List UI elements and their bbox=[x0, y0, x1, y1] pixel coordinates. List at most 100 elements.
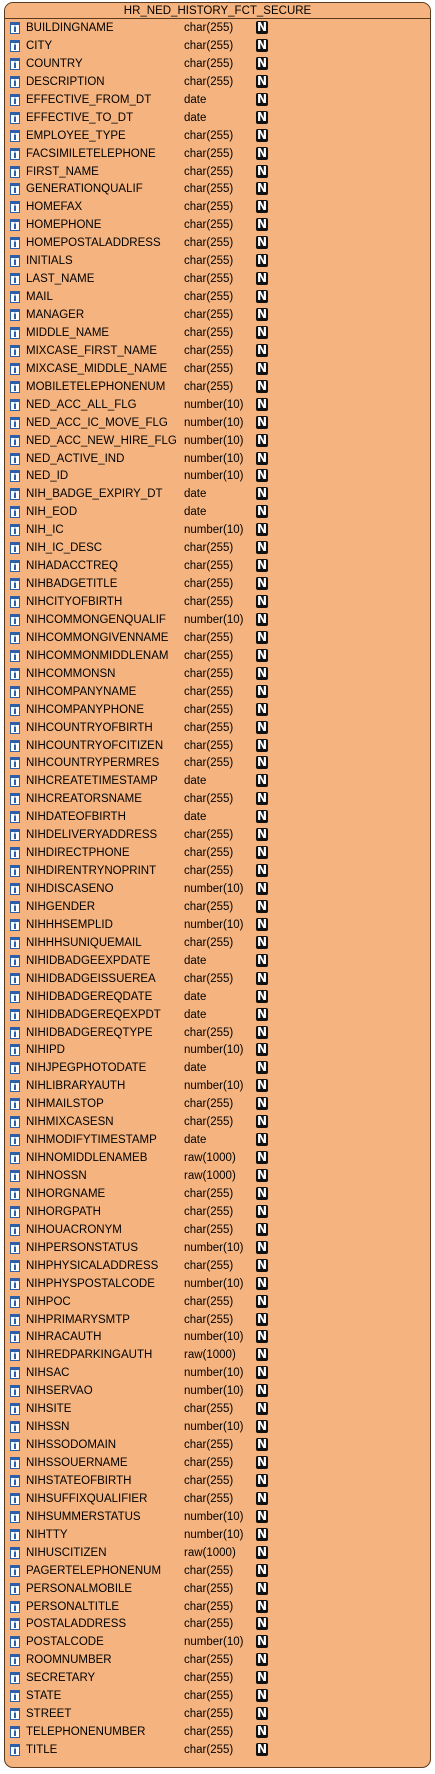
column-row[interactable]: NIHSTATEOFBIRTH char(255) N bbox=[5, 1472, 430, 1490]
column-field-icon bbox=[10, 936, 20, 949]
column-row[interactable]: NIHOUACRONYM char(255) N bbox=[5, 1221, 430, 1239]
column-row[interactable]: POSTALADDRESS char(255) N bbox=[5, 1615, 430, 1633]
column-row[interactable]: NED_ACC_ALL_FLG number(10) N bbox=[5, 396, 430, 414]
column-row[interactable]: MIXCASE_MIDDLE_NAME char(255) N bbox=[5, 360, 430, 378]
column-row[interactable]: NED_ACC_NEW_HIRE_FLG number(10) N bbox=[5, 432, 430, 450]
column-row[interactable]: NED_ACTIVE_IND number(10) N bbox=[5, 450, 430, 468]
column-row[interactable]: EMPLOYEE_TYPE char(255) N bbox=[5, 127, 430, 145]
column-row[interactable]: NIHNOSSN raw(1000) N bbox=[5, 1167, 430, 1185]
column-row[interactable]: NIHCREATETIMESTAMP date N bbox=[5, 772, 430, 790]
column-row[interactable]: LAST_NAME char(255) N bbox=[5, 270, 430, 288]
column-row[interactable]: NIHDIRECTPHONE char(255) N bbox=[5, 844, 430, 862]
column-row[interactable]: NIHJPEGPHOTODATE date N bbox=[5, 1059, 430, 1077]
column-row[interactable]: NIHIDBADGEREQDATE date N bbox=[5, 988, 430, 1006]
column-row[interactable]: NIHCITYOFBIRTH char(255) N bbox=[5, 593, 430, 611]
column-row[interactable]: HOMEFAX char(255) N bbox=[5, 198, 430, 216]
entity-table[interactable]: HR_NED_HISTORY_FCT_SECURE BUILDINGNAME ch… bbox=[4, 2, 431, 1768]
column-row[interactable]: FACSIMILETELEPHONE char(255) N bbox=[5, 145, 430, 163]
column-row[interactable]: NIHSERVAO number(10) N bbox=[5, 1382, 430, 1400]
column-row[interactable]: NIHDISCASENO number(10) N bbox=[5, 880, 430, 898]
column-row[interactable]: NIHCOMMONSN char(255) N bbox=[5, 665, 430, 683]
column-row[interactable]: HOMEPHONE char(255) N bbox=[5, 216, 430, 234]
column-row[interactable]: NIHORGPATH char(255) N bbox=[5, 1203, 430, 1221]
column-row[interactable]: NIHUSCITIZEN raw(1000) N bbox=[5, 1544, 430, 1562]
column-row[interactable]: NIHSUMMERSTATUS number(10) N bbox=[5, 1508, 430, 1526]
column-row[interactable]: SECRETARY char(255) N bbox=[5, 1669, 430, 1687]
column-row[interactable]: NIHCOMMONGENQUALIF number(10) N bbox=[5, 611, 430, 629]
column-row[interactable]: TITLE char(255) N bbox=[5, 1741, 430, 1759]
column-row[interactable]: NIHCOUNTRYOFCITIZEN char(255) N bbox=[5, 737, 430, 755]
column-row[interactable]: NIHMIXCASESN char(255) N bbox=[5, 1113, 430, 1131]
column-row[interactable]: STREET char(255) N bbox=[5, 1705, 430, 1723]
column-row[interactable]: NIHADACCTREQ char(255) N bbox=[5, 557, 430, 575]
column-row[interactable]: NIHCOMMONGIVENNAME char(255) N bbox=[5, 629, 430, 647]
column-row[interactable]: NIHSAC number(10) N bbox=[5, 1364, 430, 1382]
column-row[interactable]: NIHIPD number(10) N bbox=[5, 1041, 430, 1059]
column-row[interactable]: FIRST_NAME char(255) N bbox=[5, 163, 430, 181]
column-row[interactable]: DESCRIPTION char(255) N bbox=[5, 73, 430, 91]
column-row[interactable]: NIHCOMPANYPHONE char(255) N bbox=[5, 701, 430, 719]
column-row[interactable]: NIH_IC number(10) N bbox=[5, 521, 430, 539]
column-row[interactable]: NIHNOMIDDLENAMEB raw(1000) N bbox=[5, 1149, 430, 1167]
column-row[interactable]: NIHORGNAME char(255) N bbox=[5, 1185, 430, 1203]
column-row[interactable]: PAGERTELEPHONENUM char(255) N bbox=[5, 1562, 430, 1580]
column-row[interactable]: NIHIDBADGEEXPDATE date N bbox=[5, 952, 430, 970]
column-row[interactable]: NIHTTY number(10) N bbox=[5, 1526, 430, 1544]
column-row[interactable]: NIH_IC_DESC char(255) N bbox=[5, 539, 430, 557]
column-row[interactable]: NIHSUFFIXQUALIFIER char(255) N bbox=[5, 1490, 430, 1508]
column-row[interactable]: NIHGENDER char(255) N bbox=[5, 898, 430, 916]
column-row[interactable]: PERSONALTITLE char(255) N bbox=[5, 1598, 430, 1616]
column-row[interactable]: GENERATIONQUALIF char(255) N bbox=[5, 180, 430, 198]
column-row[interactable]: COUNTRY char(255) N bbox=[5, 55, 430, 73]
column-row[interactable]: MAIL char(255) N bbox=[5, 288, 430, 306]
column-row[interactable]: NIHLIBRARYAUTH number(10) N bbox=[5, 1077, 430, 1095]
column-row[interactable]: HOMEPOSTALADDRESS char(255) N bbox=[5, 234, 430, 252]
column-row[interactable]: NIHBADGETITLE char(255) N bbox=[5, 575, 430, 593]
column-row[interactable]: NIHIDBADGEREQEXPDT date N bbox=[5, 1006, 430, 1024]
column-row[interactable]: POSTALCODE number(10) N bbox=[5, 1633, 430, 1651]
column-row[interactable]: NIH_EOD date N bbox=[5, 503, 430, 521]
column-row[interactable]: MIDDLE_NAME char(255) N bbox=[5, 324, 430, 342]
column-row[interactable]: NIHPHYSPOSTALCODE number(10) N bbox=[5, 1275, 430, 1293]
column-name: FIRST_NAME bbox=[26, 165, 99, 178]
column-row[interactable]: NIHREDPARKINGAUTH raw(1000) N bbox=[5, 1346, 430, 1364]
column-row[interactable]: NIHSSODOMAIN char(255) N bbox=[5, 1436, 430, 1454]
column-row[interactable]: NIHDATEOFBIRTH date N bbox=[5, 808, 430, 826]
column-row[interactable]: EFFECTIVE_FROM_DT date N bbox=[5, 91, 430, 109]
column-row[interactable]: NIHMODIFYTIMESTAMP date N bbox=[5, 1131, 430, 1149]
column-row[interactable]: NIH_BADGE_EXPIRY_DT date N bbox=[5, 485, 430, 503]
column-row[interactable]: NIHPOC char(255) N bbox=[5, 1293, 430, 1311]
column-row[interactable]: INITIALS char(255) N bbox=[5, 252, 430, 270]
column-row[interactable]: MIXCASE_FIRST_NAME char(255) N bbox=[5, 342, 430, 360]
column-row[interactable]: NIHSSN number(10) N bbox=[5, 1418, 430, 1436]
column-row[interactable]: NED_ACC_IC_MOVE_FLG number(10) N bbox=[5, 414, 430, 432]
column-row[interactable]: PERSONALMOBILE char(255) N bbox=[5, 1580, 430, 1598]
column-row[interactable]: MANAGER char(255) N bbox=[5, 306, 430, 324]
column-row[interactable]: NIHCOMMONMIDDLENAM char(255) N bbox=[5, 647, 430, 665]
column-row[interactable]: NIHCOUNTRYOFBIRTH char(255) N bbox=[5, 719, 430, 737]
column-row[interactable]: BUILDINGNAME char(255) N bbox=[5, 19, 430, 37]
column-row[interactable]: NED_ID number(10) N bbox=[5, 467, 430, 485]
column-row[interactable]: ROOMNUMBER char(255) N bbox=[5, 1651, 430, 1669]
column-row[interactable]: NIHCOMPANYNAME char(255) N bbox=[5, 683, 430, 701]
column-row[interactable]: EFFECTIVE_TO_DT date N bbox=[5, 109, 430, 127]
column-row[interactable]: NIHPERSONSTATUS number(10) N bbox=[5, 1239, 430, 1257]
column-row[interactable]: NIHMAILSTOP char(255) N bbox=[5, 1095, 430, 1113]
column-row[interactable]: MOBILETELEPHONENUM char(255) N bbox=[5, 378, 430, 396]
column-row[interactable]: NIHPRIMARYSMTP char(255) N bbox=[5, 1311, 430, 1329]
column-row[interactable]: NIHPHYSICALADDRESS char(255) N bbox=[5, 1257, 430, 1275]
column-row[interactable]: NIHHHSUNIQUEMAIL char(255) N bbox=[5, 934, 430, 952]
column-row[interactable]: STATE char(255) N bbox=[5, 1687, 430, 1705]
column-row[interactable]: NIHCOUNTRYPERMRES char(255) N bbox=[5, 754, 430, 772]
column-row[interactable]: NIHHHSEMPLID number(10) N bbox=[5, 916, 430, 934]
column-row[interactable]: TELEPHONENUMBER char(255) N bbox=[5, 1723, 430, 1741]
column-row[interactable]: NIHIDBADGEISSUEREA char(255) N bbox=[5, 970, 430, 988]
column-row[interactable]: NIHDELIVERYADDRESS char(255) N bbox=[5, 826, 430, 844]
column-row[interactable]: NIHIDBADGEREQTYPE char(255) N bbox=[5, 1024, 430, 1042]
column-row[interactable]: NIHDIRENTRYNOPRINT char(255) N bbox=[5, 862, 430, 880]
column-row[interactable]: NIHRACAUTH number(10) N bbox=[5, 1328, 430, 1346]
column-row[interactable]: NIHCREATORSNAME char(255) N bbox=[5, 790, 430, 808]
column-row[interactable]: NIHSSOUERNAME char(255) N bbox=[5, 1454, 430, 1472]
column-row[interactable]: CITY char(255) N bbox=[5, 37, 430, 55]
column-row[interactable]: NIHSITE char(255) N bbox=[5, 1400, 430, 1418]
